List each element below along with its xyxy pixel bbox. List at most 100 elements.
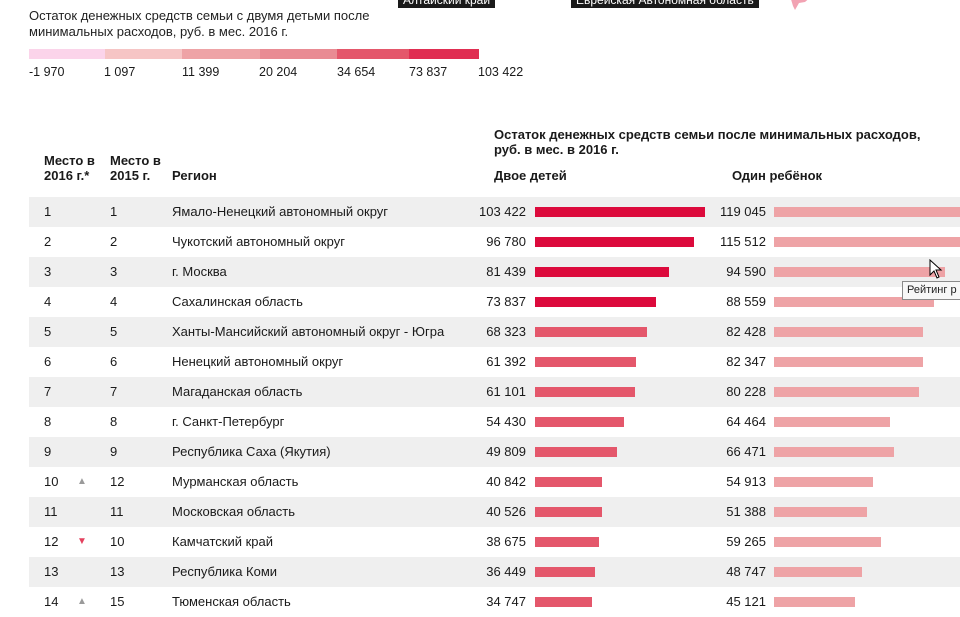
rank-2015: 1 bbox=[110, 204, 118, 219]
table-row[interactable]: 9 9 Республика Саха (Якутия) 49 809 66 4… bbox=[29, 437, 960, 467]
bar-two-children bbox=[535, 297, 656, 307]
value-one-child: 54 913 bbox=[726, 474, 766, 489]
bar-two-children bbox=[535, 567, 595, 577]
rank-2016: 1 bbox=[44, 204, 52, 219]
bar-two-children bbox=[535, 357, 636, 367]
rank-2015: 11 bbox=[110, 504, 124, 519]
value-two-children: 73 837 bbox=[486, 294, 526, 309]
region-name: Московская область bbox=[172, 504, 296, 519]
bar-one-child bbox=[774, 447, 894, 457]
region-name: Мурманская область bbox=[172, 474, 299, 489]
bar-one-child bbox=[774, 327, 923, 337]
header-region[interactable]: Регион bbox=[172, 168, 217, 183]
header-rank-2016[interactable]: Место в 2016 г.* bbox=[44, 153, 95, 183]
table-row[interactable]: 14 ▲ 15 Тюменская область 34 747 45 121 bbox=[29, 587, 960, 617]
bar-one-child bbox=[774, 537, 881, 547]
value-two-children: 38 675 bbox=[486, 534, 526, 549]
table-row[interactable]: 7 7 Магаданская область 61 101 80 228 bbox=[29, 377, 960, 407]
rank-2015: 15 bbox=[110, 594, 125, 609]
legend-swatch-4 bbox=[260, 49, 337, 59]
region-name: Ямало-Ненецкий автономный округ bbox=[172, 204, 389, 219]
region-name: Ненецкий автономный округ bbox=[172, 354, 344, 369]
trend-up-icon: ▲ bbox=[77, 596, 87, 607]
header-one-child[interactable]: Один ребёнок bbox=[732, 168, 823, 183]
rank-2015: 2 bbox=[110, 234, 118, 249]
header-two-children[interactable]: Двое детей bbox=[494, 168, 567, 183]
table-row[interactable]: 1 1 Ямало-Ненецкий автономный округ 103 … bbox=[29, 197, 960, 227]
value-two-children: 96 780 bbox=[486, 234, 526, 249]
rank-2016: 10 bbox=[44, 474, 59, 489]
map-label-altai: Алтайский край bbox=[398, 0, 496, 8]
row-tooltip: Рейтинг р bbox=[902, 281, 960, 300]
bar-two-children bbox=[535, 477, 602, 487]
rank-2015: 7 bbox=[110, 384, 118, 399]
rank-2015: 4 bbox=[110, 294, 118, 309]
table-row[interactable]: 13 13 Республика Коми 36 449 48 747 bbox=[29, 557, 960, 587]
bar-two-children bbox=[535, 507, 602, 517]
rank-2016: 2 bbox=[44, 234, 52, 249]
value-two-children: 61 392 bbox=[486, 354, 526, 369]
region-name: Ханты-Мансийский автономный округ - Югра bbox=[172, 324, 445, 339]
value-one-child: 119 045 bbox=[719, 204, 766, 219]
legend-swatch-3 bbox=[182, 49, 260, 59]
bar-one-child bbox=[774, 297, 934, 307]
map-region-shape[interactable] bbox=[788, 0, 818, 24]
bar-two-children bbox=[535, 537, 599, 547]
table-row[interactable]: 11 11 Московская область 40 526 51 388 bbox=[29, 497, 960, 527]
legend-swatch-6 bbox=[409, 49, 479, 59]
rank-2016: 14 bbox=[44, 594, 59, 609]
table-row[interactable]: 5 5 Ханты-Мансийский автономный округ - … bbox=[29, 317, 960, 347]
bar-two-children bbox=[535, 387, 635, 397]
table-row[interactable]: 4 4 Сахалинская область 73 837 88 559 bbox=[29, 287, 960, 317]
value-two-children: 54 430 bbox=[486, 414, 526, 429]
trend-up-icon: ▲ bbox=[77, 476, 87, 487]
bar-one-child bbox=[774, 477, 873, 487]
rank-2016: 3 bbox=[44, 264, 52, 279]
bar-one-child bbox=[774, 507, 867, 517]
value-one-child: 94 590 bbox=[726, 264, 766, 279]
value-two-children: 68 323 bbox=[486, 324, 526, 339]
rank-2016: 6 bbox=[44, 354, 52, 369]
value-two-children: 81 439 bbox=[486, 264, 526, 279]
bar-two-children bbox=[535, 327, 647, 337]
value-two-children: 49 809 bbox=[486, 444, 526, 459]
value-two-children: 40 842 bbox=[486, 474, 526, 489]
rank-2015: 8 bbox=[110, 414, 118, 429]
table-row[interactable]: 6 6 Ненецкий автономный округ 61 392 82 … bbox=[29, 347, 960, 377]
rank-2015: 10 bbox=[110, 534, 125, 549]
value-one-child: 115 512 bbox=[719, 234, 766, 249]
value-one-child: 64 464 bbox=[726, 414, 766, 429]
rank-2016: 13 bbox=[44, 564, 59, 579]
table-row[interactable]: 8 8 г. Санкт-Петербург 54 430 64 464 bbox=[29, 407, 960, 437]
legend-label-6: 73 837 bbox=[409, 65, 448, 79]
rank-2015: 5 bbox=[110, 324, 118, 339]
bar-two-children bbox=[535, 207, 705, 217]
legend-swatch-2 bbox=[105, 49, 182, 59]
legend-label-4: 20 204 bbox=[259, 65, 298, 79]
value-one-child: 82 347 bbox=[726, 354, 766, 369]
header-group-title: Остаток денежных средств семьи после мин… bbox=[494, 127, 921, 157]
rank-2016: 9 bbox=[44, 444, 52, 459]
bar-two-children bbox=[535, 417, 624, 427]
table-row[interactable]: 3 3 г. Москва 81 439 94 590 bbox=[29, 257, 960, 287]
rank-2015: 13 bbox=[110, 564, 125, 579]
table-row[interactable]: 12 ▼ 10 Камчатский край 38 675 59 265 bbox=[29, 527, 960, 557]
legend-labels: -1 970 1 097 11 399 20 204 34 654 73 837… bbox=[0, 65, 560, 81]
bar-one-child bbox=[774, 597, 855, 607]
rank-2015: 9 bbox=[110, 444, 118, 459]
table-row[interactable]: 2 2 Чукотский автономный округ 96 780 11… bbox=[29, 227, 960, 257]
region-name: Камчатский край bbox=[172, 534, 273, 549]
rank-2016: 5 bbox=[44, 324, 52, 339]
table-row[interactable]: 10 ▲ 12 Мурманская область 40 842 54 913 bbox=[29, 467, 960, 497]
region-name: Республика Саха (Якутия) bbox=[172, 444, 331, 459]
rank-2016: 8 bbox=[44, 414, 52, 429]
value-one-child: 45 121 bbox=[726, 594, 766, 609]
legend-swatch-1 bbox=[29, 49, 105, 59]
value-two-children: 103 422 bbox=[479, 204, 526, 219]
legend-label-3: 11 399 bbox=[182, 65, 220, 79]
region-name: г. Санкт-Петербург bbox=[172, 414, 285, 429]
legend-swatch-5 bbox=[337, 49, 409, 59]
header-rank-2015[interactable]: Место в 2015 г. bbox=[110, 153, 161, 183]
bar-one-child bbox=[774, 207, 960, 217]
bar-two-children bbox=[535, 447, 617, 457]
